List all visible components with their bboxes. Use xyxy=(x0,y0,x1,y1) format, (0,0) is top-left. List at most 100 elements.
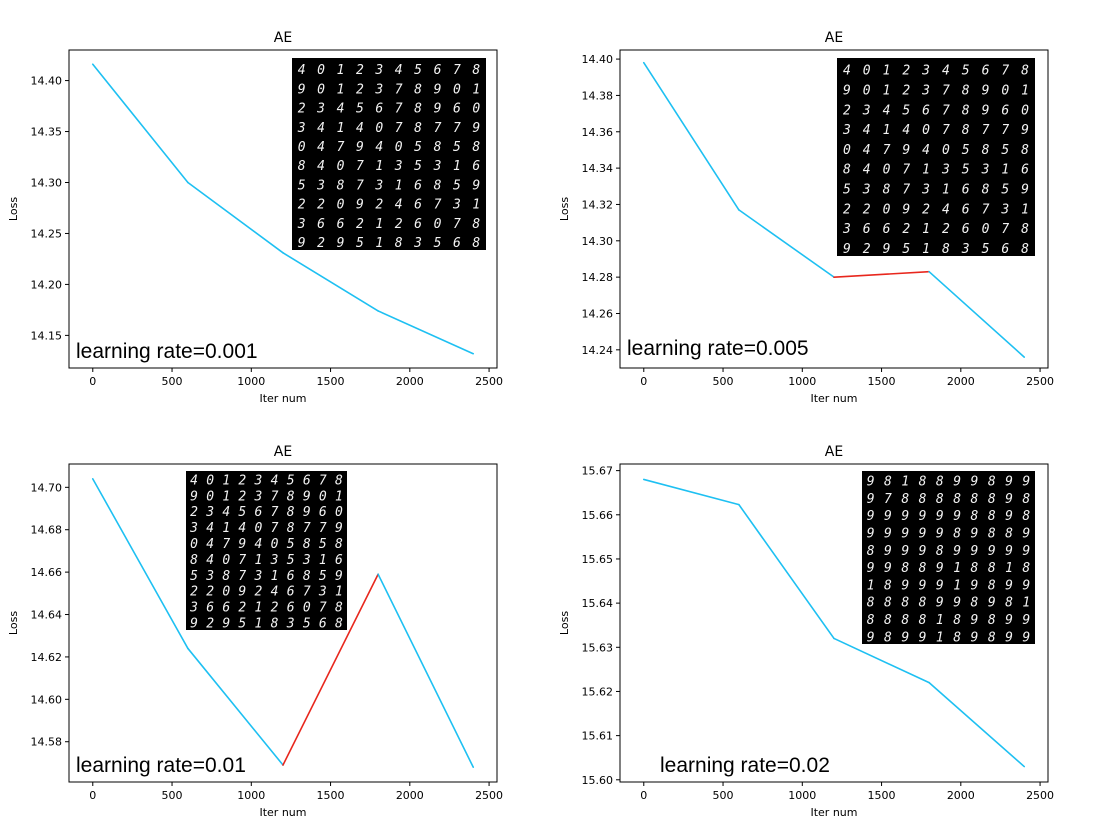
inset-digit: 0 xyxy=(317,82,325,97)
inset-digit: 9 xyxy=(472,178,480,193)
x-tick-label: 1500 xyxy=(317,789,345,802)
inset-digit: 4 xyxy=(206,553,214,568)
x-tick-label: 1000 xyxy=(788,375,816,388)
inset-digit: 4 xyxy=(375,140,383,155)
inset-digit: 3 xyxy=(921,64,930,79)
inset-digit: 8 xyxy=(1005,596,1013,611)
x-tick-label: 0 xyxy=(89,375,96,388)
y-tick-label: 14.25 xyxy=(31,227,63,240)
inset-digit: 3 xyxy=(921,182,930,197)
inset-digit: 1 xyxy=(922,222,930,237)
inset-digit: 3 xyxy=(286,616,295,631)
y-tick-label: 14.20 xyxy=(31,278,63,291)
inset-digit: 2 xyxy=(298,198,306,213)
inset-digit: 1 xyxy=(255,616,263,631)
inset-digit: 2 xyxy=(206,616,214,631)
inset-digit: 8 xyxy=(988,509,996,524)
inset-digit: 1 xyxy=(922,242,930,257)
inset-digit: 9 xyxy=(1022,578,1030,593)
inset-digit: 3 xyxy=(862,182,871,197)
inset-digit: 1 xyxy=(883,123,891,138)
inset-digit: 6 xyxy=(962,182,970,197)
inset-digit: 1 xyxy=(867,578,875,593)
inset-digit: 0 xyxy=(298,140,306,155)
inset-digit: 8 xyxy=(1021,222,1029,237)
inset-digit: 9 xyxy=(971,630,979,645)
inset-digit: 9 xyxy=(988,596,996,611)
inset-digit: 4 xyxy=(317,140,325,155)
inset-digit: 0 xyxy=(883,202,891,217)
inset-digit: 2 xyxy=(271,601,279,616)
inset-digit: 7 xyxy=(883,143,891,158)
inset-digit: 1 xyxy=(337,63,345,78)
inset-digit: 1 xyxy=(255,601,263,616)
inset-background xyxy=(837,58,1035,256)
inset-digit: 8 xyxy=(395,236,403,251)
learning-rate-annotation: learning rate=0.02 xyxy=(660,754,830,777)
y-tick-label: 14.60 xyxy=(31,693,63,706)
inset-digit: 9 xyxy=(1022,544,1030,559)
inset-digit: 7 xyxy=(902,163,910,178)
inset-digit: 8 xyxy=(884,630,892,645)
inset-digit: 8 xyxy=(919,492,927,507)
inset-digit: 6 xyxy=(319,616,327,631)
axes-frame xyxy=(619,463,1049,783)
inset-digit: 4 xyxy=(255,537,263,552)
inset-digit: 9 xyxy=(901,578,909,593)
inset-digit: 7 xyxy=(222,537,230,552)
learning-rate-annotation: learning rate=0.01 xyxy=(76,754,246,777)
inset-digit: 2 xyxy=(942,222,950,237)
inset-digit: 8 xyxy=(1021,64,1029,79)
inset-digit: 5 xyxy=(414,140,422,155)
y-tick-label: 14.24 xyxy=(582,344,614,357)
inset-digit: 7 xyxy=(434,121,442,136)
x-tick-label: 500 xyxy=(162,789,183,802)
x-tick-label: 500 xyxy=(713,789,734,802)
x-tick-label: 0 xyxy=(640,375,647,388)
inset-digit: 8 xyxy=(303,569,311,584)
inset-digit: 8 xyxy=(271,616,279,631)
inset-digit: 3 xyxy=(374,63,383,78)
inset-digit: 6 xyxy=(375,102,383,117)
loss-segment xyxy=(928,270,1026,358)
inset-digit: 7 xyxy=(453,63,461,78)
inset-digit: 7 xyxy=(319,473,327,488)
axes-frame xyxy=(68,49,498,369)
inset-digit: 6 xyxy=(1001,242,1009,257)
inset-digit: 3 xyxy=(189,521,198,536)
y-tick-label: 14.40 xyxy=(31,75,63,88)
y-tick-label: 14.38 xyxy=(582,89,614,102)
inset-digit: 8 xyxy=(982,143,990,158)
inset-digit: 1 xyxy=(883,64,891,79)
axes-frame xyxy=(619,49,1049,369)
inset-digit: 9 xyxy=(867,630,875,645)
inset-digit: 6 xyxy=(1021,163,1029,178)
inset-digit: 8 xyxy=(298,159,306,174)
loss-increase-segment xyxy=(282,573,379,766)
loss-segment xyxy=(187,647,284,766)
inset-digit: 9 xyxy=(884,561,892,576)
inset-digit: 7 xyxy=(453,121,461,136)
inset-digit: 8 xyxy=(1022,561,1030,576)
inset-digit: 4 xyxy=(206,537,214,552)
inset-digit: 8 xyxy=(971,561,979,576)
inset-digit: 5 xyxy=(453,140,461,155)
inset-digit: 4 xyxy=(843,64,851,79)
inset-digit: 8 xyxy=(953,613,961,628)
inset-digit: 5 xyxy=(414,159,422,174)
inset-digit: 2 xyxy=(298,102,306,117)
loss-increase-segment xyxy=(833,270,930,278)
x-axis-label: Iter num xyxy=(810,392,857,405)
inset-digit: 0 xyxy=(337,198,345,213)
inset-digit: 1 xyxy=(335,585,343,600)
y-tick-label: 14.70 xyxy=(31,481,63,494)
inset-digit: 6 xyxy=(287,569,295,584)
inset-digit: 9 xyxy=(919,509,927,524)
inset-digit: 3 xyxy=(433,159,442,174)
inset-digit: 0 xyxy=(206,473,214,488)
inset-digit: 8 xyxy=(434,140,442,155)
inset-digit: 1 xyxy=(375,159,383,174)
inset-digit: 1 xyxy=(953,561,961,576)
inset-digit: 7 xyxy=(238,569,246,584)
inset-digit: 5 xyxy=(319,537,327,552)
